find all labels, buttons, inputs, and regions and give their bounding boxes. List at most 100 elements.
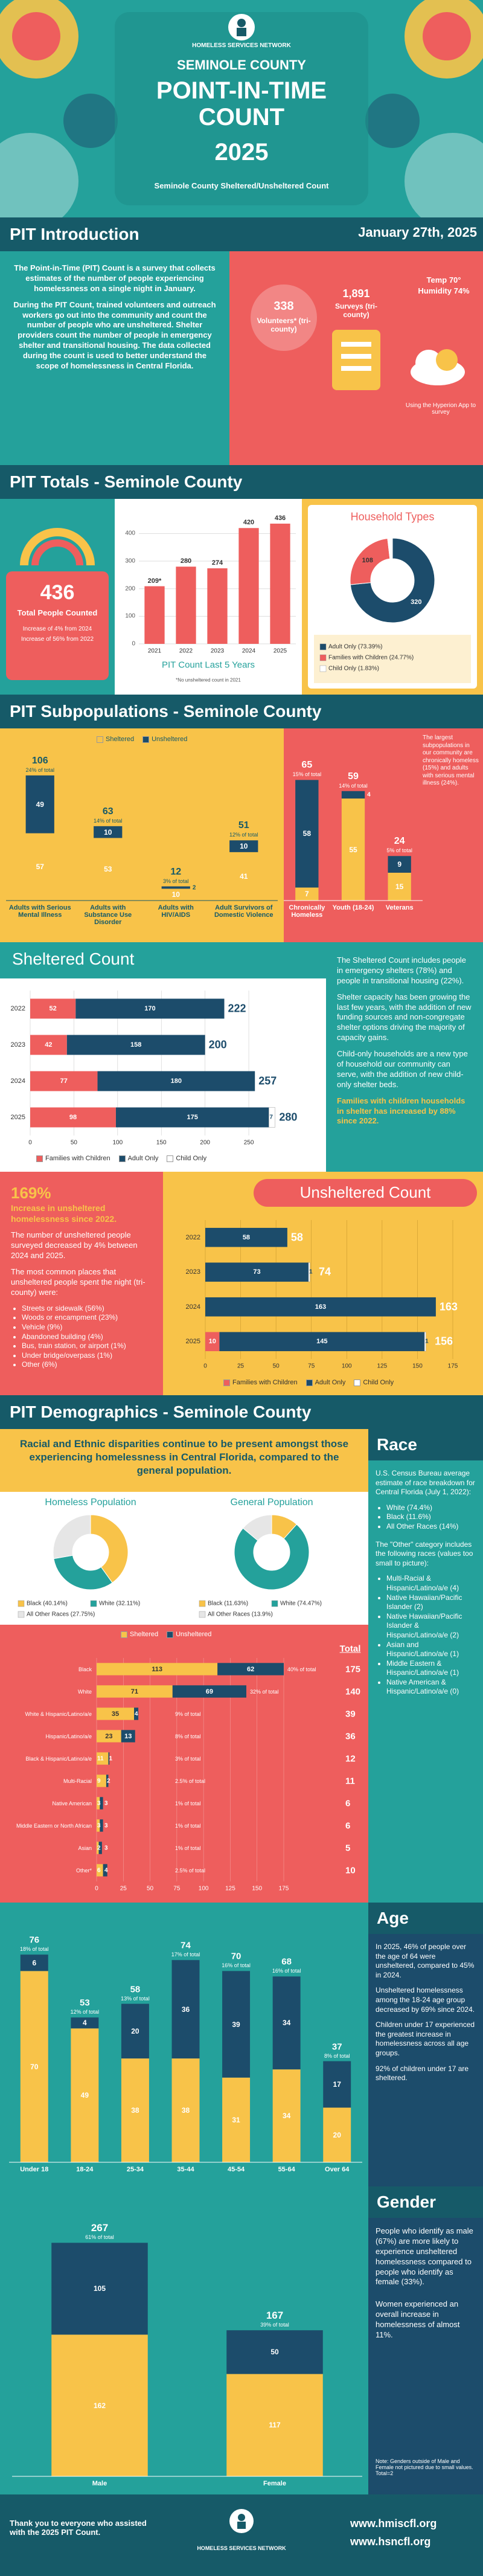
bar-segment — [323, 2107, 351, 2162]
totals-chart: 0 100 200 300 400 209* 2021 280 2022 274 2023 420 20… — [115, 499, 302, 695]
intro-icons — [251, 284, 465, 390]
x-tick-label: 2021 — [147, 647, 162, 655]
slice-label: 108 — [362, 556, 373, 564]
segment-label: 52 — [49, 1005, 57, 1012]
county: SEMINOLE COUNTY — [177, 57, 306, 72]
bar-segment — [219, 1332, 425, 1352]
row-label: White — [77, 1688, 92, 1695]
subpop-chart: 7 58 65 15% of total Chronically Homeless 55 4… — [284, 728, 483, 942]
total-label: 74 — [319, 1265, 331, 1278]
share-label: 5% of total — [386, 847, 412, 854]
legend-label: Black (11.63%) — [208, 1600, 249, 1607]
segment-label: 73 — [253, 1268, 261, 1276]
share-label: 2.5% of total — [175, 1867, 206, 1874]
bar-segment — [121, 1730, 135, 1742]
segment-label: 55 — [349, 845, 357, 854]
chart-svg — [96, 1658, 284, 1881]
list-item: Vehicle (9%) — [22, 1323, 152, 1332]
legend-label: Sheltered — [106, 736, 135, 743]
bar-segment — [100, 1819, 103, 1832]
segment-label: 117 — [269, 2421, 281, 2430]
row-label: Middle Eastern or North African — [16, 1822, 92, 1829]
logo — [229, 2509, 254, 2533]
x-tick-label: 45-54 — [227, 2166, 245, 2173]
segment-label: 4 — [83, 2019, 87, 2028]
segment-label: 1 — [309, 1268, 313, 1276]
row-label: 2025 — [185, 1338, 200, 1346]
segment-label: 9 — [97, 1778, 101, 1784]
row-label: Hispanic/Latino/a/e — [45, 1733, 92, 1739]
segment-label: 3 — [97, 1800, 101, 1807]
temperature: Temp 70° — [426, 275, 461, 284]
total-label: 11 — [345, 1776, 355, 1786]
header: HOMELESS SERVICES NETWORK SEMINOLE COUNT… — [0, 0, 483, 217]
total-label: 163 — [439, 1300, 458, 1313]
list-item: Native American & Hispanic/Latino/a/e (0… — [386, 1678, 476, 1697]
segment-label: 3 — [104, 1845, 108, 1851]
total-label: 200 — [208, 1038, 227, 1051]
paragraph: The Sheltered Count includes people in e… — [337, 956, 466, 985]
bar-segment — [134, 1707, 139, 1720]
total-label: 106 — [31, 755, 48, 766]
segment-label: 11 — [97, 1755, 104, 1762]
list-item: Bus, train station, or airport (1%) — [22, 1341, 152, 1351]
chart-svg — [205, 1220, 453, 1359]
row-label: Multi-Racial — [63, 1778, 92, 1784]
share-label: 15% of total — [292, 771, 322, 778]
bar-segment — [269, 1107, 275, 1128]
share-label: 13% of total — [121, 1995, 150, 2002]
legend-swatch — [18, 1611, 25, 1618]
total-label: 257 — [258, 1074, 277, 1087]
race-panel: Race U.S. Census Bureau average estimate… — [368, 1429, 483, 1903]
legend-label: Unsheltered — [152, 736, 188, 743]
total-label: 5 — [345, 1843, 351, 1853]
legend-label: White (74.47%) — [280, 1600, 322, 1607]
surveys-label: Surveys (tri-county) — [334, 302, 378, 319]
share-label: 1% of total — [175, 1800, 201, 1807]
legend-item: Unsheltered — [142, 736, 187, 743]
bar — [144, 586, 165, 644]
chart-svg — [30, 991, 275, 1135]
legend-swatch — [271, 1600, 278, 1607]
segment-label: 4 — [367, 791, 371, 798]
row-label: Black & Hispanic/Latino/a/e — [25, 1755, 92, 1762]
share-label: 3% of total — [162, 878, 189, 884]
legend-swatch — [121, 1631, 127, 1638]
bar-segment — [172, 1685, 246, 1698]
x-tick-label: 25 — [120, 1885, 127, 1892]
x-tick-label: 75 — [308, 1363, 315, 1370]
bar-segment — [97, 1842, 99, 1854]
value-label: 280 — [180, 557, 192, 565]
segment-label: 62 — [246, 1665, 255, 1673]
headline: Racial and Ethnic disparities continue t… — [0, 1429, 368, 1492]
segment-label: 113 — [152, 1665, 162, 1673]
legend-label: Adult Only — [315, 1379, 346, 1386]
legend-swatch — [319, 643, 327, 650]
share-label: 14% of total — [339, 782, 368, 789]
total-label: 10 — [345, 1865, 356, 1875]
x-tick-label: 100 — [198, 1885, 209, 1892]
legend-item: Unsheltered — [167, 1631, 211, 1638]
share-label: 2.5% of total — [175, 1778, 206, 1784]
x-tick-label: 250 — [243, 1139, 254, 1146]
segment-label: 23 — [105, 1732, 113, 1740]
gender-chart: 162 105 267 61% of total Male 117 50 167 39% of … — [0, 2186, 368, 2494]
legend-label: Sheltered — [130, 1631, 159, 1638]
segment-label: 10 — [171, 890, 180, 899]
share-label: 16% of total — [222, 1962, 251, 1969]
bar-segment — [97, 1819, 100, 1832]
bar — [238, 528, 259, 644]
org-name: HOMELESS SERVICES NETWORK — [192, 42, 291, 49]
places-list: Streets or sidewalk (56%)Woods or encamp… — [11, 1304, 152, 1370]
bar-segment — [98, 1842, 102, 1854]
age-chart: 70 6 76 18% of total Under 18 49 4 53 12% of tot… — [0, 1903, 368, 2186]
bar-segment — [272, 2069, 301, 2162]
url: www.hsncfl.org — [350, 2536, 431, 2548]
bar-segment — [30, 1035, 67, 1055]
list-item: Asian and Hispanic/Latino/a/e (1) — [386, 1640, 476, 1659]
volunteers-label: Volunteers* (tri-county) — [257, 316, 311, 333]
surveys-value: 1,891 — [342, 287, 370, 300]
segment-label: 9 — [397, 860, 401, 869]
legend: Families with Children Adult Only Child On… — [223, 1379, 394, 1386]
share-label: 1% of total — [175, 1822, 201, 1829]
